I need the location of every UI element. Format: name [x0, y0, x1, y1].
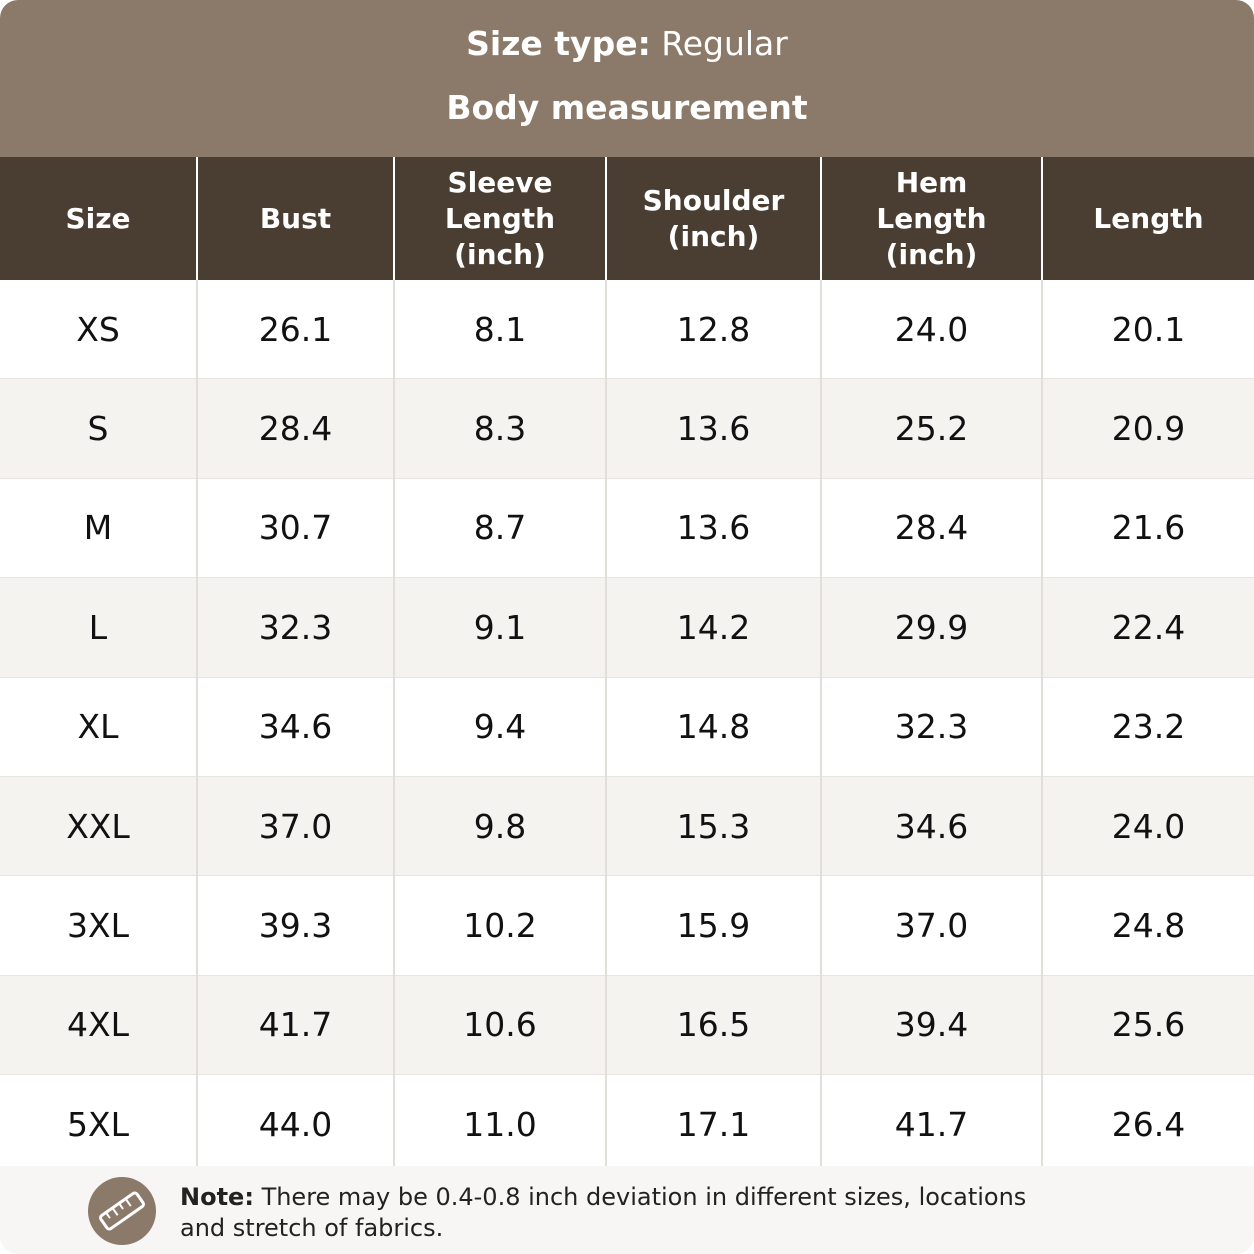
- value-cell: 24.0: [1041, 776, 1254, 877]
- note-text: Note: There may be 0.4-0.8 inch deviatio…: [180, 1182, 1060, 1244]
- value-cell: 15.3: [605, 776, 821, 877]
- value-cell: 22.4: [1041, 577, 1254, 678]
- table-row: 5XL 44.0 11.0 17.1 41.7 26.4: [0, 1074, 1254, 1175]
- value-cell: 29.9: [820, 577, 1042, 678]
- value-cell: 9.1: [393, 577, 606, 678]
- value-cell: 13.6: [605, 378, 821, 479]
- value-cell: 9.4: [393, 677, 606, 777]
- value-cell: 26.1: [196, 280, 394, 380]
- table-row: XXL 37.0 9.8 15.3 34.6 24.0: [0, 776, 1254, 877]
- value-cell: 10.2: [393, 875, 606, 976]
- size-cell: 5XL: [0, 1074, 197, 1175]
- value-cell: 23.2: [1041, 677, 1254, 777]
- table-row: S 28.4 8.3 13.6 25.2 20.9: [0, 378, 1254, 479]
- value-cell: 17.1: [605, 1074, 821, 1175]
- table-row: 4XL 41.7 10.6 16.5 39.4 25.6: [0, 975, 1254, 1076]
- size-cell: M: [0, 478, 197, 579]
- value-cell: 24.8: [1041, 875, 1254, 976]
- table-row: L 32.3 9.1 14.2 29.9 22.4: [0, 577, 1254, 678]
- table-body: XS 26.1 8.1 12.8 24.0 20.1 S 28.4 8.3 13.6 25.2 20.…: [0, 280, 1254, 1175]
- value-cell: 41.7: [820, 1074, 1042, 1175]
- size-cell: XL: [0, 677, 197, 777]
- size-cell: XS: [0, 280, 197, 380]
- value-cell: 37.0: [820, 875, 1042, 976]
- value-cell: 16.5: [605, 975, 821, 1076]
- size-type: Size type: Regular: [0, 0, 1254, 74]
- table-row: XL 34.6 9.4 14.8 32.3 23.2: [0, 677, 1254, 777]
- value-cell: 13.6: [605, 478, 821, 579]
- value-cell: 32.3: [820, 677, 1042, 777]
- value-cell: 14.2: [605, 577, 821, 678]
- size-cell: 4XL: [0, 975, 197, 1076]
- value-cell: 39.4: [820, 975, 1042, 1076]
- size-table: Size Bust Sleeve Length (inch) Shoulder (in…: [0, 157, 1254, 1175]
- size-type-label: Size type:: [466, 24, 651, 63]
- value-cell: 12.8: [605, 280, 821, 380]
- value-cell: 37.0: [196, 776, 394, 877]
- size-cell: 3XL: [0, 875, 197, 976]
- value-cell: 11.0: [393, 1074, 606, 1175]
- note-label: Note:: [180, 1183, 254, 1211]
- value-cell: 9.8: [393, 776, 606, 877]
- value-cell: 8.7: [393, 478, 606, 579]
- column-header: Shoulder (inch): [605, 157, 821, 280]
- column-header: Size: [0, 157, 197, 280]
- value-cell: 28.4: [196, 378, 394, 479]
- value-cell: 21.6: [1041, 478, 1254, 579]
- note-body: There may be 0.4-0.8 inch deviation in d…: [180, 1183, 1027, 1242]
- value-cell: 41.7: [196, 975, 394, 1076]
- value-cell: 25.2: [820, 378, 1042, 479]
- table-row: M 30.7 8.7 13.6 28.4 21.6: [0, 478, 1254, 579]
- table-row: 3XL 39.3 10.2 15.9 37.0 24.8: [0, 875, 1254, 976]
- value-cell: 20.1: [1041, 280, 1254, 380]
- size-cell: S: [0, 378, 197, 479]
- size-cell: XXL: [0, 776, 197, 877]
- column-header: Hem Length (inch): [820, 157, 1042, 280]
- value-cell: 8.1: [393, 280, 606, 380]
- subtitle: Body measurement: [446, 88, 808, 127]
- value-cell: 24.0: [820, 280, 1042, 380]
- value-cell: 34.6: [820, 776, 1042, 877]
- value-cell: 20.9: [1041, 378, 1254, 479]
- value-cell: 44.0: [196, 1074, 394, 1175]
- value-cell: 10.6: [393, 975, 606, 1076]
- column-header: Bust: [196, 157, 394, 280]
- value-cell: 34.6: [196, 677, 394, 777]
- value-cell: 14.8: [605, 677, 821, 777]
- value-cell: 25.6: [1041, 975, 1254, 1076]
- ruler-icon: [88, 1177, 156, 1245]
- value-cell: 15.9: [605, 875, 821, 976]
- column-header: Sleeve Length (inch): [393, 157, 606, 280]
- value-cell: 39.3: [196, 875, 394, 976]
- value-cell: 8.3: [393, 378, 606, 479]
- value-cell: 32.3: [196, 577, 394, 678]
- value-cell: 30.7: [196, 478, 394, 579]
- title-banner: Size type: Regular Body measurement: [0, 0, 1254, 157]
- note-bar: Note: There may be 0.4-0.8 inch deviatio…: [0, 1166, 1254, 1254]
- table-row: XS 26.1 8.1 12.8 24.0 20.1: [0, 280, 1254, 380]
- size-cell: L: [0, 577, 197, 678]
- value-cell: 28.4: [820, 478, 1042, 579]
- header-row: Size Bust Sleeve Length (inch) Shoulder (in…: [0, 157, 1254, 280]
- size-type-value: Regular: [661, 24, 788, 63]
- column-header: Length: [1041, 157, 1254, 280]
- value-cell: 26.4: [1041, 1074, 1254, 1175]
